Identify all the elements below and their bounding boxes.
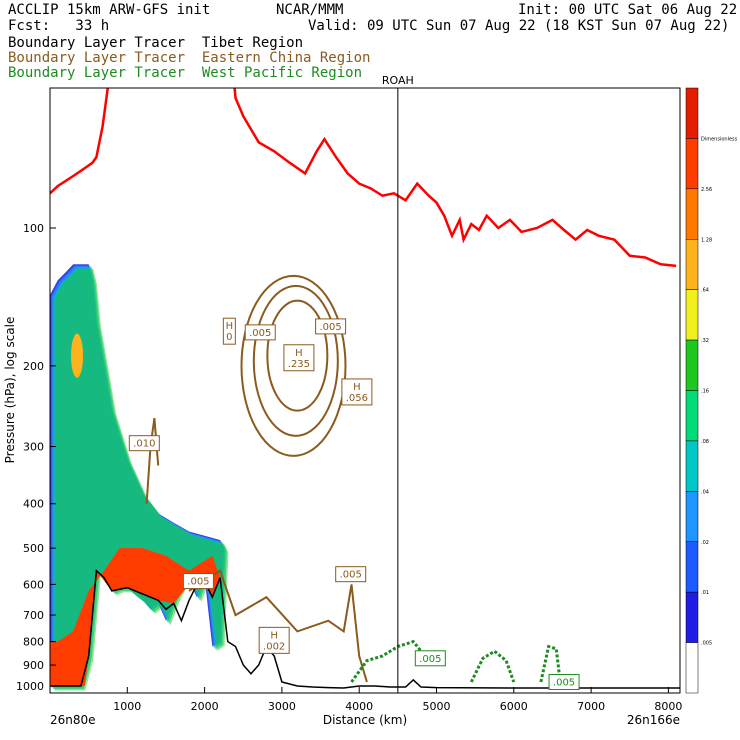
y-tick-label-500: 500	[23, 542, 44, 555]
y-tick-label-300: 300	[23, 441, 44, 454]
colorbar-level-6: .32	[701, 338, 709, 344]
contour-label-text-3-1: .235	[288, 359, 310, 370]
colorbar-level-8: 1.28	[701, 237, 712, 243]
y-tick-label-200: 200	[23, 360, 44, 373]
y-tick-label-700: 700	[23, 609, 44, 622]
y-tick-label-100: 100	[23, 222, 44, 235]
colorbar-level-10: Dimensionless	[701, 136, 738, 142]
boundary-layer-orange	[50, 548, 221, 686]
x-tick-label-1000: 1000	[113, 700, 141, 713]
x-tick-label-2000: 2000	[191, 700, 219, 713]
colorbar-segment-0	[685, 87, 699, 139]
y-tick-label-1000: 1000	[16, 680, 44, 693]
colorbar-level-2: .02	[701, 540, 709, 546]
contour-label-box-3	[283, 344, 315, 372]
contour-label-box-1	[244, 324, 276, 341]
colorbar-segment-7	[685, 440, 699, 492]
colorbar-level-3: .04	[701, 489, 709, 495]
contour-label-box-8	[258, 626, 290, 654]
x-axis-label: Distance (km)	[323, 713, 407, 727]
east-china-contour-0	[240, 274, 347, 457]
contour-label-box-2	[315, 318, 347, 335]
contour-label-text-4-0: H	[353, 382, 361, 393]
contour-label-text-4-1: .056	[346, 393, 368, 404]
header-init-time: Init: 00 UTC Sat 06 Aug 22	[518, 2, 738, 18]
east-china-boundary-contour	[188, 569, 368, 683]
colorbar-segment-4	[685, 289, 699, 341]
colorbar-segment-6	[685, 390, 699, 442]
left-end-label: 26n80e	[50, 713, 96, 727]
west-pacific-contour-2	[539, 644, 562, 683]
x-tick-label-5000: 5000	[423, 700, 451, 713]
colorbar-segment-10	[685, 591, 699, 643]
colorbar-level-1: .01	[701, 590, 709, 596]
contour-label-box-7	[335, 566, 367, 583]
legend-eastern-china: Boundary Layer Tracer Eastern China Regi…	[8, 50, 371, 66]
contour-label-text-5-0: .010	[133, 439, 155, 450]
x-tick-label-7000: 7000	[577, 700, 605, 713]
x-tick-label-3000: 3000	[268, 700, 296, 713]
colorbar-level-5: .16	[701, 389, 709, 395]
tracer-core-yellow	[71, 333, 84, 378]
contour-label-text-6-0: .005	[187, 577, 209, 588]
colorbar-segment-8	[685, 491, 699, 543]
contour-label-text-0-0: H	[226, 321, 234, 332]
colorbar-segment-5	[685, 339, 699, 391]
contour-label-text-1-0: .005	[249, 328, 271, 339]
header-init-model: ACCLIP 15km ARW-GFS init	[8, 2, 211, 18]
contour-label-box-9	[414, 650, 446, 667]
contour-label-box-10	[548, 673, 580, 690]
colorbar-segment-9	[685, 541, 699, 593]
colorbar-segment-3	[685, 239, 699, 290]
tropopause-line	[50, 88, 677, 268]
contour-label-text-0-1: 0	[226, 332, 232, 343]
x-tick-label-6000: 6000	[500, 700, 528, 713]
header-center: NCAR/MMM	[276, 2, 344, 18]
contour-label-box-4	[341, 378, 373, 406]
roah-marker-label: ROAH	[382, 74, 414, 87]
colorbar-level-4: .08	[701, 439, 709, 445]
contour-label-text-8-1: .002	[263, 641, 285, 652]
y-tick-label-900: 900	[23, 659, 44, 672]
east-china-contour-1	[252, 284, 339, 437]
legend-tibet: Boundary Layer Tracer Tibet Region	[8, 35, 304, 51]
contour-label-text-10-0: .005	[553, 677, 575, 688]
y-tick-label-600: 600	[23, 578, 44, 591]
y-axis-label: Pressure (hPa), log scale	[3, 317, 17, 464]
x-tick-label-4000: 4000	[345, 700, 373, 713]
colorbar-segment-11	[685, 642, 699, 694]
y-tick-label-400: 400	[23, 498, 44, 511]
contour-label-text-8-0: H	[270, 630, 278, 641]
west-pacific-contour-1	[469, 649, 516, 683]
contour-label-box-6	[182, 573, 214, 590]
legend-west-pacific: Boundary Layer Tracer West Pacific Regio…	[8, 65, 363, 81]
west-pacific-contour-0	[350, 639, 430, 683]
colorbar-level-0: .005	[701, 641, 712, 647]
colorbar-level-9: 2.56	[701, 187, 712, 193]
colorbar-segment-1	[685, 138, 699, 190]
header-valid-time: Valid: 09 UTC Sun 07 Aug 22 (18 KST Sun …	[308, 18, 730, 34]
contour-label-box-0	[222, 317, 236, 345]
colorbar-level-7: .64	[701, 288, 709, 294]
colorbar-segment-2	[685, 188, 699, 240]
header-forecast-hour: Fcst: 33 h	[8, 18, 110, 34]
y-tick-label-800: 800	[23, 636, 44, 649]
contour-label-box-5	[128, 435, 160, 452]
contour-label-text-7-0: .005	[340, 570, 362, 581]
x-tick-label-8000: 8000	[654, 700, 682, 713]
east-china-contour-2	[266, 299, 329, 412]
contour-label-text-2-0: .005	[319, 322, 341, 333]
plot-frame	[49, 87, 681, 694]
right-end-label: 26n166e	[627, 713, 680, 727]
contour-label-text-9-0: .005	[419, 654, 441, 665]
contour-label-text-3-0: H	[295, 348, 303, 359]
